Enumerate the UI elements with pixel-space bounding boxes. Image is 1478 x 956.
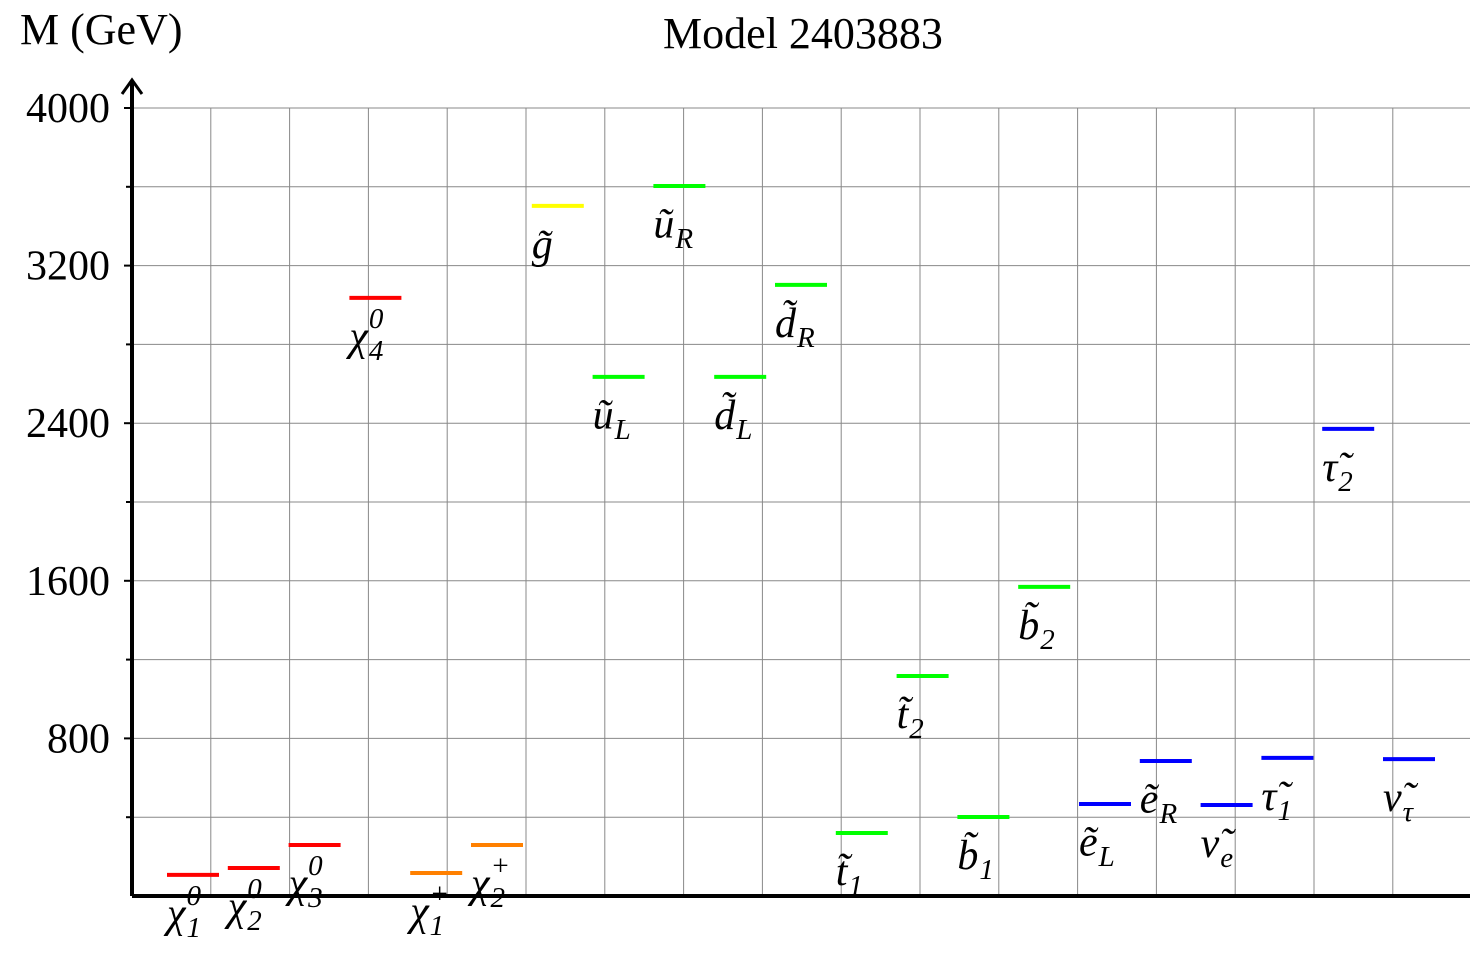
particle-label-sub: R (796, 322, 815, 354)
y-tick-label: 2400 (26, 401, 110, 447)
particle-label-sub: 1 (848, 870, 863, 902)
particle-label: d̃ (714, 391, 737, 439)
particle-label-sub: τ (1403, 796, 1415, 828)
particle-label-sub: 2 (1040, 624, 1055, 656)
y-tick-label: 1600 (26, 559, 110, 605)
particle-label: χ (467, 861, 491, 907)
y-tick-label: 3200 (26, 244, 110, 290)
particle-label-sub: 1 (979, 854, 994, 886)
particle-label-sub: L (1098, 841, 1115, 873)
y-axis-title: M (GeV) (20, 5, 183, 54)
particle-label: b̃ (1018, 602, 1039, 649)
particle-label: χ (406, 889, 430, 935)
particle-label-sub: 2 (247, 905, 261, 937)
particle-label-sub: R (674, 223, 693, 255)
particle-label-sup: 0 (186, 880, 201, 912)
particle-label-sub: R (1158, 798, 1177, 830)
particle-label-sub: 2 (1338, 466, 1353, 498)
particle-label-sub: e (1220, 842, 1233, 874)
particle-label: d̃ (775, 299, 798, 347)
particle-label: ũ (653, 202, 674, 248)
particle-label-sup: 0 (247, 873, 262, 905)
particle-label-sub: L (735, 414, 752, 446)
y-tick-label: 4000 (26, 86, 110, 132)
particle-label: χ (345, 314, 369, 360)
particle-label-sub: L (614, 414, 631, 446)
y-axis-arrow (120, 77, 144, 95)
particle-label-sup: 0 (308, 850, 323, 882)
particle-label: χ (224, 884, 248, 930)
particle-label: g̃ (532, 222, 553, 268)
y-tick-label: 800 (47, 716, 110, 762)
particle-label: b̃ (957, 832, 978, 879)
particle-label-sup: + (430, 878, 450, 910)
particle-label: ẽ (1140, 777, 1160, 823)
particle-label-sub: 2 (490, 882, 505, 914)
particle-label: χ (285, 861, 309, 907)
particle-label: ẽ (1079, 820, 1099, 866)
particle-label: ν̃ (1383, 775, 1419, 821)
particle-label-sub: 1 (186, 912, 201, 944)
particle-label-sup: + (490, 850, 510, 882)
particle-label-sub: 3 (307, 882, 323, 914)
particle-label-sub: 1 (430, 910, 445, 942)
particle-label-sub: 2 (909, 713, 924, 745)
particle-label-sup: 0 (369, 303, 384, 335)
particle-label: ũ (593, 393, 614, 439)
particle-label-sub: 1 (1277, 795, 1292, 827)
particle-label-sub: 4 (369, 335, 384, 367)
particle-label: χ (163, 891, 187, 937)
chart-title: Model 2403883 (663, 9, 943, 58)
